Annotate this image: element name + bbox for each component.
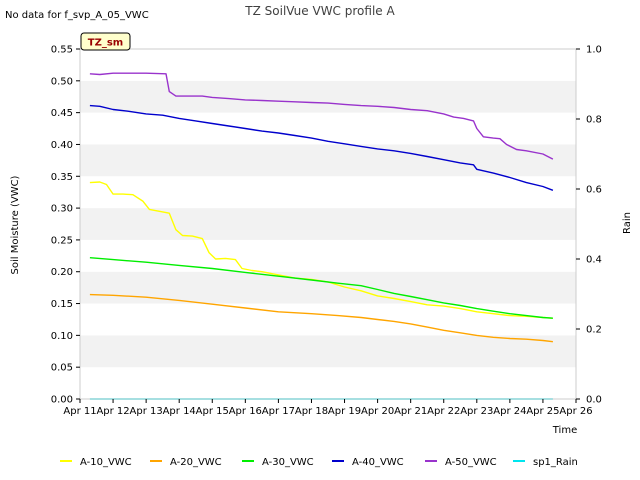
x-tick-label: Apr 12: [96, 406, 129, 417]
grid-band: [80, 112, 576, 145]
legend-item-a-10-vwc: A-10_VWC: [60, 457, 132, 468]
y-tick-label: 0.55: [51, 45, 73, 56]
grid-band: [80, 335, 576, 368]
legend: A-10_VWC A-20_VWC A-30_VWC A-40_VWC A-50_VWC…: [60, 457, 578, 468]
legend-item-a-50-vwc: A-50_VWC: [425, 457, 497, 468]
x-tick-label: Apr 15: [196, 406, 229, 417]
y2-tick-label: 0.4: [586, 255, 602, 266]
y-tick-label: 0.05: [51, 363, 73, 374]
grid-band: [80, 271, 576, 304]
y2-tick-label: 0.6: [586, 185, 602, 196]
y-tick-label: 0.45: [51, 108, 73, 119]
site-badge-label: TZ_sm: [88, 38, 123, 49]
grid-band: [80, 303, 576, 336]
legend-label: A-10_VWC: [80, 457, 132, 468]
grid-band: [80, 367, 576, 399]
x-tick-label: Apr 20: [361, 406, 394, 417]
legend-label: sp1_Rain: [533, 457, 578, 468]
y-axis-label: Soil Moisture (VWC): [10, 175, 21, 274]
chart-title: TZ SoilVue VWC profile A: [244, 4, 395, 18]
y-tick-label: 0.00: [51, 395, 73, 406]
plot-frame: [79, 48, 577, 400]
y-tick-label: 0.10: [51, 331, 73, 342]
site-badge: TZ_sm: [80, 32, 131, 51]
y2-axis-ticks: 0.0 0.2 0.4 0.6 0.8 1.0: [576, 45, 602, 406]
grid-band: [80, 144, 576, 177]
x-tick-label: Apr 22: [427, 406, 460, 417]
legend-item-a-40-vwc: A-40_VWC: [332, 457, 404, 468]
x-tick-label: Apr 14: [163, 406, 196, 417]
series-line-a-30-vwc: [89, 257, 553, 319]
y2-tick-label: 0.2: [586, 325, 602, 336]
y2-tick-label: 1.0: [586, 45, 602, 56]
series-line-a-20-vwc: [89, 293, 553, 343]
x-tick-label: Apr 16: [229, 406, 262, 417]
series-line-a-50-vwc: [89, 72, 554, 160]
legend-item-a-20-vwc: A-20_VWC: [150, 457, 222, 468]
grid-bands: [80, 49, 576, 399]
y2-tick-label: 0.8: [586, 115, 602, 126]
grid-band: [80, 80, 576, 113]
x-tick-label: Apr 19: [328, 406, 361, 417]
grid-band: [80, 239, 576, 272]
x-tick-label: Apr 11: [63, 406, 96, 417]
grid-band: [80, 49, 576, 81]
grid-band: [80, 176, 576, 209]
y-tick-label: 0.25: [51, 235, 73, 246]
y-tick-label: 0.20: [51, 267, 73, 278]
y-tick-label: 0.15: [51, 299, 73, 310]
legend-label: A-50_VWC: [445, 457, 497, 468]
legend-label: A-40_VWC: [352, 457, 404, 468]
legend-label: A-20_VWC: [170, 457, 222, 468]
legend-label: A-30_VWC: [262, 457, 314, 468]
y-axis-ticks: 0.00 0.05 0.10 0.15 0.20 0.25 0.30 0.35 0.40 0.45…: [51, 45, 80, 406]
x-tick-label: Apr 21: [394, 406, 427, 417]
y-tick-label: 0.40: [51, 140, 73, 151]
series-line-a-10-vwc: [89, 181, 553, 319]
x-tick-label: Apr 26: [559, 406, 592, 417]
site-badge-box: [80, 32, 131, 51]
x-tick-label: Apr 13: [130, 406, 163, 417]
no-data-notice: No data for f_svp_A_05_VWC: [5, 10, 149, 21]
grid-band: [80, 208, 576, 240]
y2-tick-label: 0.0: [586, 395, 602, 406]
y-tick-label: 0.50: [51, 76, 73, 87]
x-tick-label: Apr 17: [262, 406, 295, 417]
x-axis-label: Time: [552, 425, 577, 436]
y-tick-label: 0.35: [51, 172, 73, 183]
y2-axis-label: Rain: [622, 212, 633, 234]
x-tick-label: Apr 23: [460, 406, 493, 417]
x-axis-ticks: Apr 11 Apr 12 Apr 13 Apr 14 Apr 15 Apr 16 Apr …: [63, 399, 593, 417]
y-tick-label: 0.30: [51, 204, 73, 215]
x-tick-label: Apr 25: [526, 406, 559, 417]
x-tick-label: Apr 24: [493, 406, 526, 417]
series-line-a-40-vwc: [89, 104, 554, 191]
x-tick-label: Apr 18: [295, 406, 328, 417]
legend-item-sp1-rain: sp1_Rain: [513, 457, 578, 468]
legend-item-a-30-vwc: A-30_VWC: [242, 457, 314, 468]
